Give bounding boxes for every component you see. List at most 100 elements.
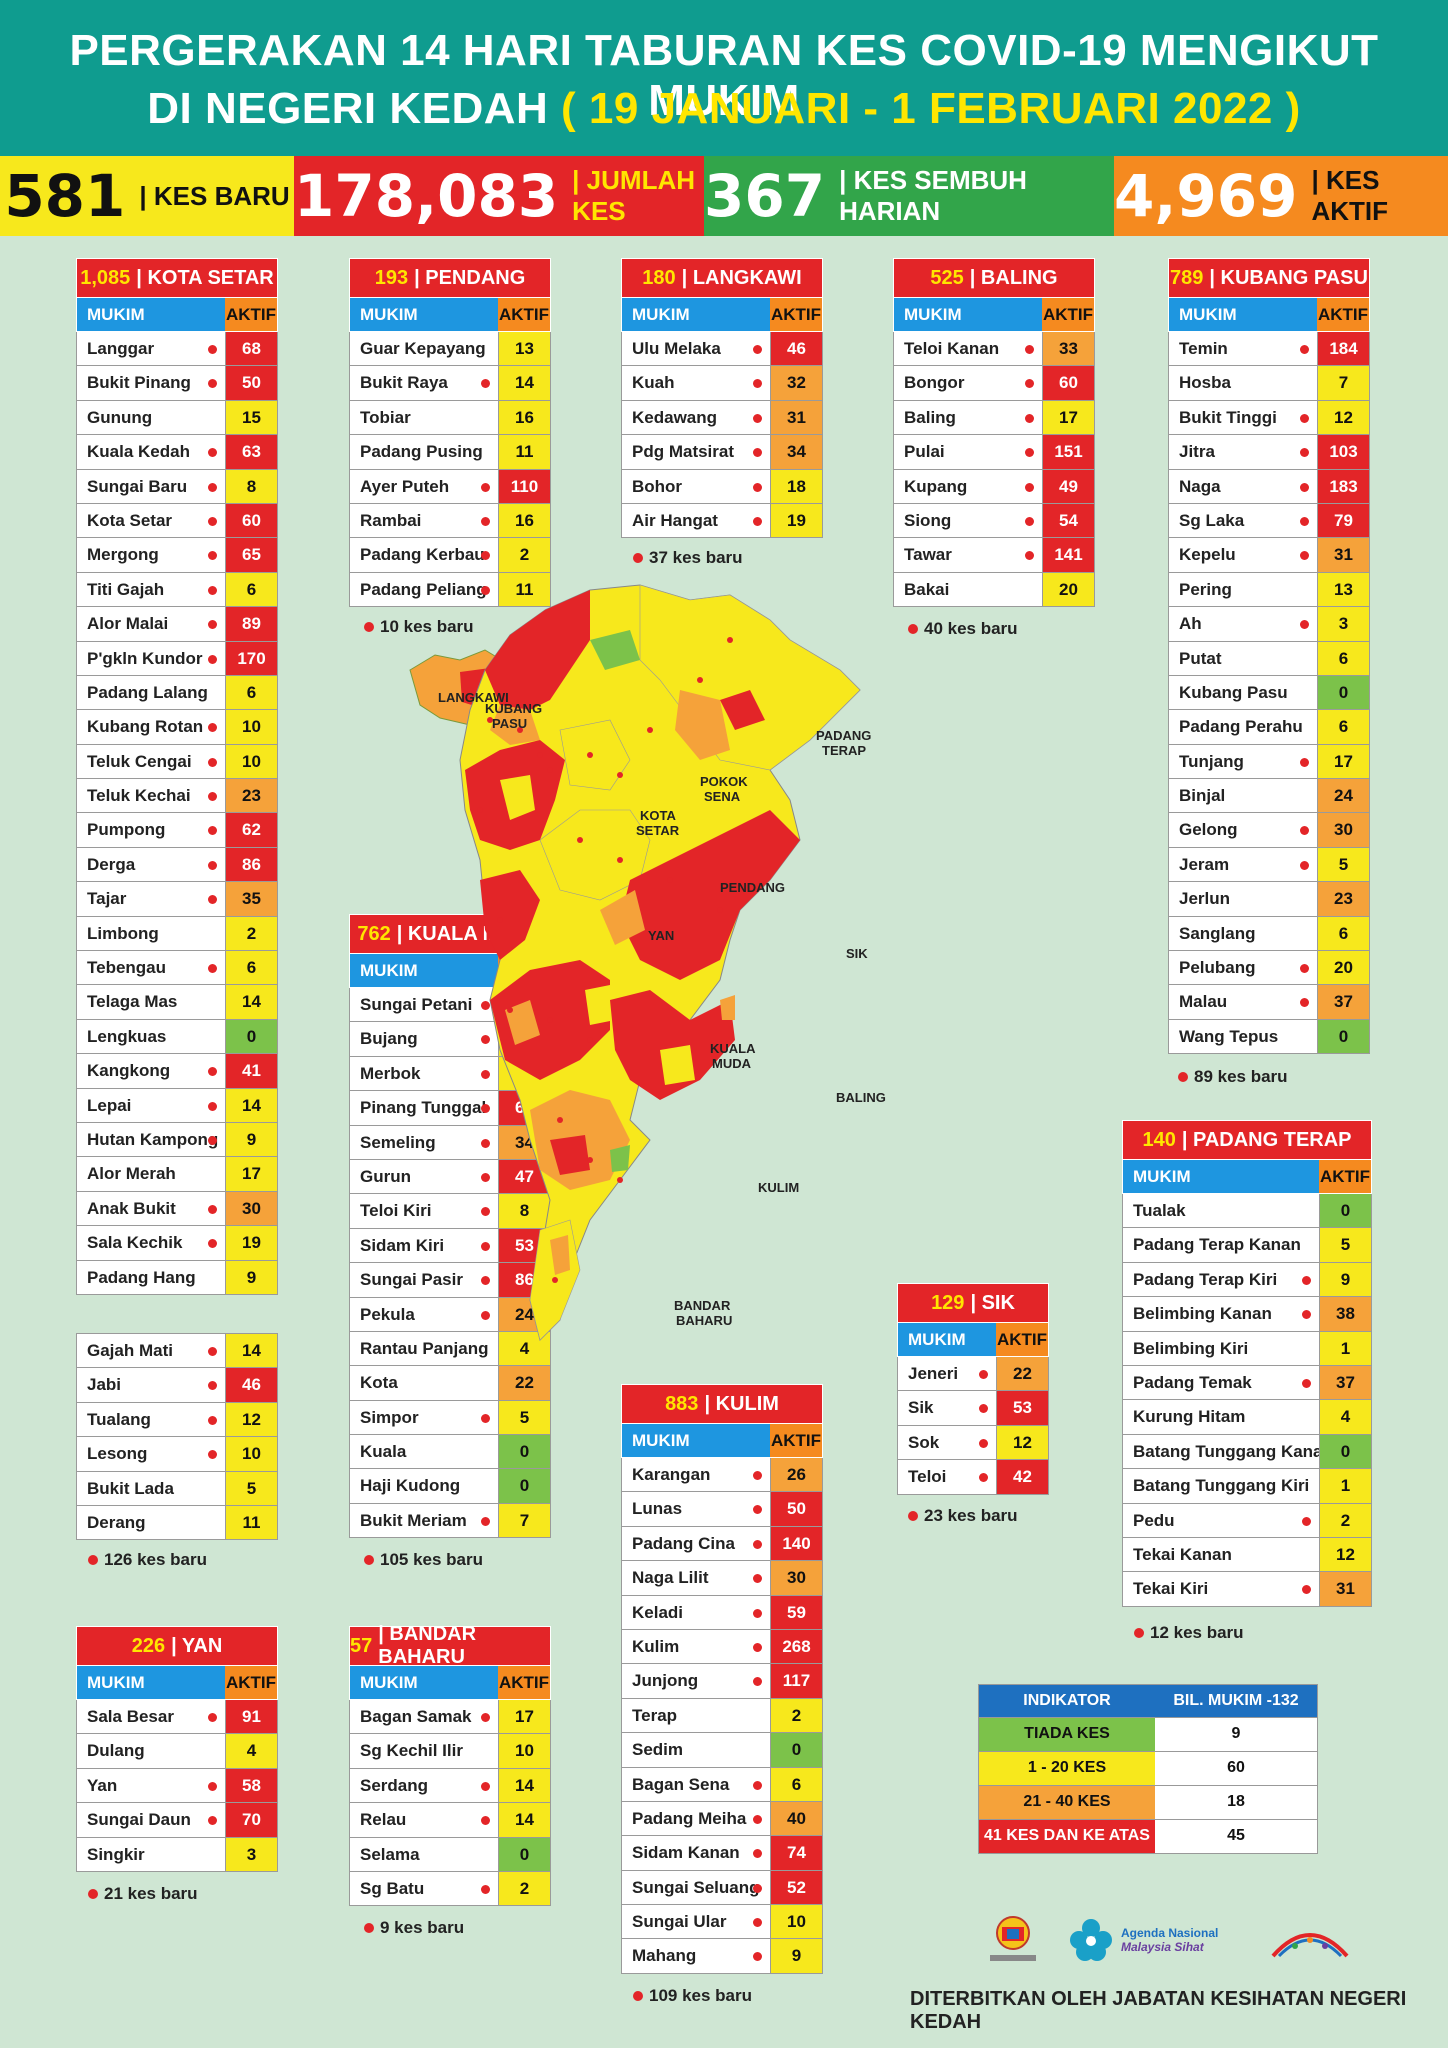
map-dot <box>557 1117 563 1123</box>
red-dot-icon <box>364 622 374 632</box>
mukim-label: Wang Tepus <box>1179 1026 1279 1046</box>
table-row: Pedu 2 <box>1122 1503 1372 1538</box>
new-case-dot-icon <box>753 1677 762 1687</box>
active-count: 6 <box>1317 641 1369 675</box>
mukim-label: Lesong <box>87 1444 148 1464</box>
table-row: Padang Lalang 6 <box>76 675 278 711</box>
table-row: Mergong 65 <box>76 538 278 573</box>
mukim-label: Sala Besar <box>87 1707 174 1726</box>
active-count: 86 <box>225 847 277 882</box>
map-dot <box>587 1037 593 1043</box>
mukim-name: Ulu Melaka <box>622 332 770 365</box>
table-row: Kurung Hitam 4 <box>1122 1400 1372 1435</box>
mukim-name: Air Hangat <box>622 504 770 537</box>
table-row: Titi Gajah 6 <box>76 572 278 608</box>
active-count: 9 <box>770 1939 822 1973</box>
mukim-label: Pedu <box>1133 1510 1175 1530</box>
new-case-dot-icon <box>481 1310 490 1320</box>
map-label-pokok-sena-2: SENA <box>704 789 741 804</box>
mukim-name: Siong <box>894 504 1042 537</box>
mukim-name: Gajah Mati <box>77 1334 225 1367</box>
active-count: 0 <box>1317 675 1369 710</box>
new-cases-note-bandar-baharu: 9 kes baru <box>364 1918 464 1938</box>
district-table-langkawi: 180 | LANGKAWI MUKIM AKTIF Ulu Melaka 46 Kuah 3… <box>621 258 823 539</box>
mukim-label: Guar Kepayang <box>360 339 486 358</box>
mukim-name: Kubang Rotan <box>77 710 225 743</box>
active-count: 52 <box>770 1870 822 1905</box>
active-count: 20 <box>1042 572 1094 607</box>
active-count: 6 <box>770 1767 822 1801</box>
table-row: Jerlun 23 <box>1168 882 1370 917</box>
mukim-name: Sungai Seluang <box>622 1871 770 1904</box>
mukim-name: Sg Batu <box>350 1872 498 1905</box>
table-row: Ulu Melaka 46 <box>621 332 823 367</box>
table-row: Pdg Matsirat 34 <box>621 435 823 470</box>
mukim-label: Ayer Puteh <box>360 476 450 496</box>
active-count: 0 <box>498 1837 550 1871</box>
active-count: 13 <box>498 332 550 366</box>
mukim-label: Kangkong <box>87 1061 171 1081</box>
table-row: Hutan Kampong 9 <box>76 1122 278 1158</box>
table-row: Lepai 14 <box>76 1088 278 1123</box>
mukim-label: Sala Kechik <box>87 1233 183 1253</box>
column-header-mukim: MUKIM <box>632 1431 690 1450</box>
mukim-name: Langgar <box>77 332 225 365</box>
mukim-label: Kurung Hitam <box>1133 1407 1246 1427</box>
active-count: 53 <box>996 1391 1048 1425</box>
district-count: 789 <box>1170 266 1204 289</box>
new-case-dot-icon <box>1025 345 1034 354</box>
mukim-label: Bukit Lada <box>87 1478 174 1498</box>
mukim-name: Bukit Lada <box>77 1472 225 1505</box>
district-table-padang-terap: 140 | PADANG TERAP MUKIM AKTIF Tualak 0 Padang… <box>1122 1120 1372 1607</box>
new-case-dot-icon <box>753 1505 762 1515</box>
table-row: Karangan 26 <box>621 1458 823 1493</box>
mukim-label: Naga Lilit <box>632 1568 709 1588</box>
map-label-padang-terap-1: PADANG <box>816 728 871 743</box>
stats-bar: 581 | KES BARU 178,083 | JUMLAH KES 367 … <box>0 156 1448 236</box>
mukim-name: Padang Temak <box>1123 1366 1319 1399</box>
red-dot-icon <box>1178 1072 1188 1082</box>
new-case-dot-icon <box>1025 551 1034 561</box>
mukim-label: Karangan <box>632 1465 711 1484</box>
active-count: 24 <box>1317 779 1369 813</box>
active-count: 6 <box>225 675 277 710</box>
mukim-name: Kuala Kedah <box>77 435 225 468</box>
mukim-label: Gunung <box>87 407 153 427</box>
mukim-name: Sungai Pasir <box>350 1263 498 1296</box>
active-count: 2 <box>498 1871 550 1906</box>
district-name: | KULIM <box>704 1392 779 1415</box>
new-cases-note-kuala-muda: 105 kes baru <box>364 1550 483 1570</box>
mukim-name: Malau <box>1169 985 1317 1018</box>
map-label-sik: SIK <box>846 946 868 961</box>
mukim-label: Pulai <box>904 442 945 462</box>
mukim-label: Sungai Ular <box>632 1912 727 1932</box>
new-cases-note-baling: 40 kes baru <box>908 619 1018 639</box>
mukim-label: Sanglang <box>1179 923 1256 943</box>
table-row: Tobiar 16 <box>349 400 551 436</box>
new-case-dot-icon <box>1025 379 1034 389</box>
column-header-mukim: MUKIM <box>87 305 145 324</box>
table-row: Padang Kerbau 2 <box>349 538 551 573</box>
table-row: Sungai Baru 8 <box>76 469 278 504</box>
table-row: Yan 58 <box>76 1768 278 1804</box>
mukim-label: Kota <box>360 1373 398 1393</box>
active-count: 30 <box>225 1191 277 1226</box>
mukim-label: Tebengau <box>87 958 167 978</box>
mukim-label: Gurun <box>360 1166 411 1186</box>
mukim-label: Pekula <box>360 1304 415 1324</box>
note-text: 9 kes baru <box>380 1918 465 1937</box>
table-row: P'gkln Kundor 170 <box>76 641 278 676</box>
district-title: 180 | LANGKAWI <box>621 258 823 298</box>
title-prefix: DI NEGERI KEDAH <box>147 84 562 133</box>
mukim-name: Bongor <box>894 366 1042 399</box>
mukim-name: Kuala <box>350 1435 498 1468</box>
new-case-dot-icon <box>1300 757 1309 767</box>
new-case-dot-icon <box>208 654 217 664</box>
active-count: 4 <box>1319 1400 1371 1434</box>
publisher-footer: DITERBITKAN OLEH JABATAN KESIHATAN NEGER… <box>910 1988 1407 2033</box>
table-row: Bagan Sena 6 <box>621 1767 823 1802</box>
active-count: 4 <box>498 1331 550 1366</box>
map-dot <box>647 727 653 733</box>
mukim-label: Simpor <box>360 1407 419 1427</box>
table-row: Derga 86 <box>76 847 278 883</box>
